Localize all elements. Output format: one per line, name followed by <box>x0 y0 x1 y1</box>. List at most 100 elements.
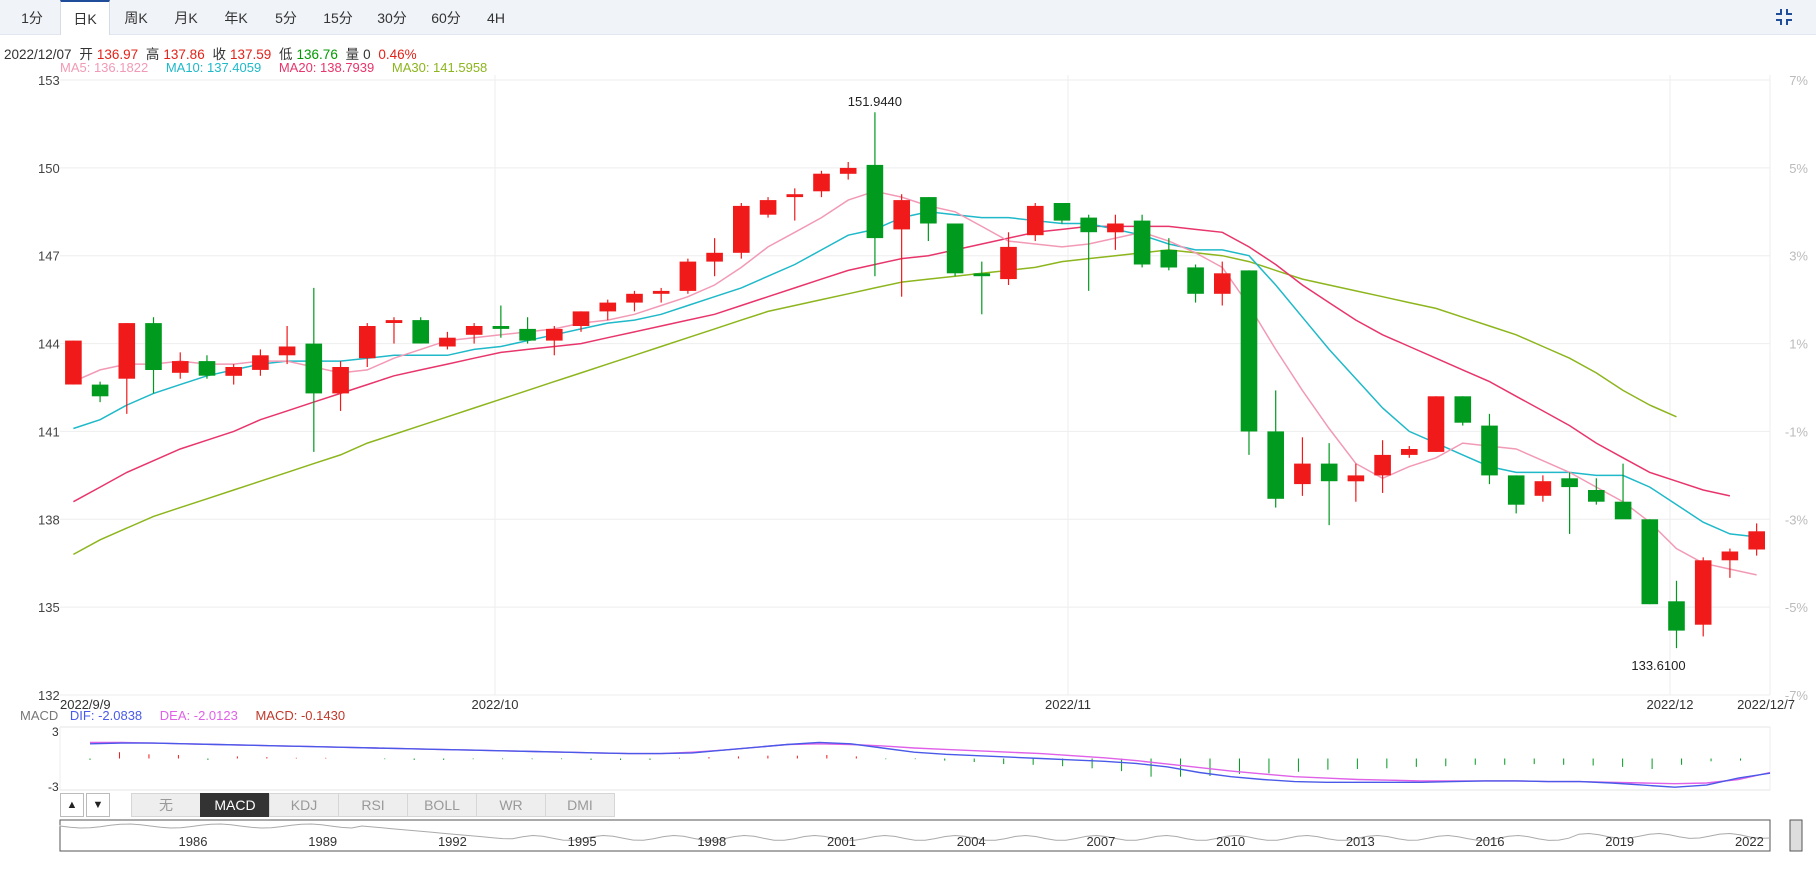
candle-body-52 <box>1454 396 1472 423</box>
candle-body-10 <box>332 367 349 394</box>
tab-7[interactable]: 30分 <box>377 10 407 26</box>
indicator-btn-2[interactable]: KDJ <box>269 793 339 817</box>
nav-year-label-3: 1995 <box>568 834 597 849</box>
x-tick-label-2: 2022/11 <box>1045 697 1091 712</box>
candle-body-29 <box>839 167 857 174</box>
ma5-line <box>73 190 1757 576</box>
info-high-label: 高 <box>145 47 160 62</box>
candle-body-38 <box>1080 217 1097 233</box>
scroll-up-button[interactable]: ▲ <box>60 793 84 817</box>
nav-year-label-2: 1992 <box>438 834 467 849</box>
legend-dea: DEA: -2.0123 <box>159 708 238 723</box>
candle-body-59 <box>1641 519 1659 605</box>
candle-body-33 <box>946 223 964 274</box>
info-low: 136.76 <box>296 47 338 62</box>
candle-body-6 <box>225 367 242 376</box>
indicator-btn-5[interactable]: WR <box>476 793 546 817</box>
candle-body-22 <box>652 290 670 294</box>
pct-tick-label-1: 5% <box>1789 161 1808 176</box>
candle-body-27 <box>786 194 804 198</box>
candle-body-35 <box>1000 246 1017 280</box>
indicator-btn-3[interactable]: RSI <box>338 793 408 817</box>
tab-1[interactable]: 日K <box>60 0 110 35</box>
info-vol-label: 量 <box>345 47 360 62</box>
dif-line <box>89 741 1771 788</box>
x-tick-label-0: 2022/9/9 <box>60 697 111 712</box>
tab-3[interactable]: 月K <box>174 10 198 26</box>
nav-year-label-7: 2007 <box>1086 834 1115 849</box>
candle-body-57 <box>1588 490 1605 502</box>
candle-body-44 <box>1240 270 1258 432</box>
pct-tick-label-3: 1% <box>1789 337 1808 352</box>
x-tick-label-1: 2022/10 <box>472 697 519 712</box>
scroll-down-button[interactable]: ▼ <box>86 793 110 817</box>
candle-body-7 <box>252 355 269 370</box>
min-annotation: 133.6100 <box>1631 658 1685 673</box>
tab-9[interactable]: 4H <box>487 10 505 26</box>
tab-4[interactable]: 年K <box>224 10 248 26</box>
tab-0[interactable]: 1分 <box>21 10 43 26</box>
indicator-btn-4[interactable]: BOLL <box>407 793 477 817</box>
info-close: 137.59 <box>229 47 272 62</box>
indicator-btn-1[interactable]: MACD <box>200 793 270 817</box>
candle-body-55 <box>1534 481 1552 496</box>
period-tab-bar: 1分 日K 周K 月K 年K 5分 15分 30分 60分 4H <box>0 0 1816 35</box>
navigator-sparkline <box>59 823 1771 841</box>
max-annotation: 151.9440 <box>848 94 902 109</box>
indicator-switcher: ▲ ▼ 无 MACD KDJ RSI BOLL WR DMI <box>60 793 615 817</box>
tab-2[interactable]: 周K <box>124 10 148 26</box>
collapse-icon[interactable] <box>1774 7 1794 27</box>
legend-ma5: MA5: 136.1822 <box>60 60 149 75</box>
info-vol: 0 <box>363 47 371 62</box>
info-low-label: 低 <box>279 47 293 62</box>
pct-tick-label-2: 3% <box>1789 249 1808 264</box>
nav-year-label-0: 1986 <box>179 834 208 849</box>
legend-macd-title: MACD <box>20 708 59 723</box>
indicator-btn-0[interactable]: 无 <box>131 793 201 817</box>
ohlc-info-line: 2022/12/07 开 136.97 高 137.86 收 137.59 低 136.… <box>4 43 421 63</box>
candle-body-42 <box>1187 267 1204 294</box>
candle-body-43 <box>1214 273 1231 294</box>
y-tick-label-1: 150 <box>38 161 60 176</box>
candle-body-14 <box>439 337 456 347</box>
candle-body-17 <box>519 328 536 341</box>
candle-body-31 <box>893 200 910 230</box>
candle-body-39 <box>1107 223 1124 233</box>
tab-8[interactable]: 60分 <box>431 10 461 26</box>
candle-body-19 <box>572 311 590 326</box>
candle-body-2 <box>118 323 136 379</box>
indicator-btn-6[interactable]: DMI <box>545 793 615 817</box>
candle-body-50 <box>1401 449 1418 455</box>
candle-body-60 <box>1668 601 1685 631</box>
tab-6[interactable]: 15分 <box>323 10 353 26</box>
y-tick-label-2: 147 <box>38 249 60 264</box>
candle-body-36 <box>1027 205 1044 236</box>
candle-body-37 <box>1053 203 1071 221</box>
legend-dif: DIF: -2.0838 <box>69 708 143 723</box>
candle-body-3 <box>145 323 162 370</box>
info-close-label: 收 <box>212 47 226 62</box>
candle-body-49 <box>1374 454 1391 476</box>
ma30-line <box>73 249 1677 556</box>
pct-tick-label-6: -5% <box>1785 600 1809 615</box>
nav-year-label-12: 2022 <box>1735 834 1764 849</box>
x-tick-label-4: 2022/12/7 <box>1737 697 1795 712</box>
y-tick-label-7: 132 <box>38 688 60 703</box>
legend-ma20: MA20: 138.7939 <box>278 60 375 75</box>
candle-body-28 <box>813 173 830 192</box>
candle-body-63 <box>1748 531 1765 550</box>
legend-macd: MACD: -0.1430 <box>255 708 346 723</box>
candle-body-5 <box>198 361 216 376</box>
nav-year-label-11: 2019 <box>1605 834 1634 849</box>
candle-body-30 <box>866 164 884 239</box>
candle-body-21 <box>626 293 643 303</box>
info-open-label: 开 <box>79 47 93 62</box>
macd-tick-bottom: -3 <box>48 780 59 794</box>
info-high: 137.86 <box>163 47 205 62</box>
tab-5[interactable]: 5分 <box>275 10 297 26</box>
candle-body-13 <box>412 320 429 344</box>
candle-body-11 <box>359 326 376 359</box>
macd-tick-top: 3 <box>52 725 59 739</box>
candle-body-56 <box>1561 478 1578 488</box>
